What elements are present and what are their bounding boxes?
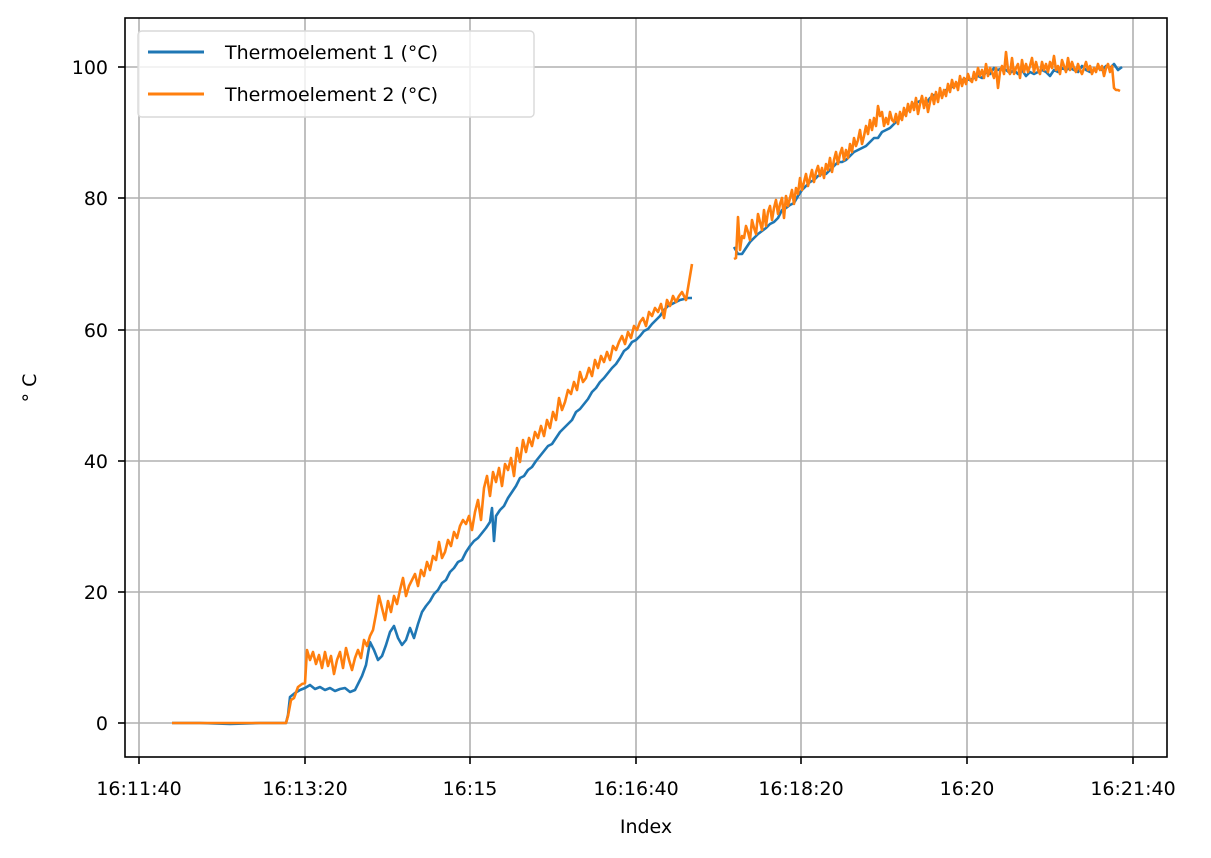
- y-tick-label: 0: [96, 713, 108, 735]
- legend: Thermoelement 1 (°C) Thermoelement 2 (°C…: [137, 30, 535, 118]
- x-axis-tick-labels: 16:11:40 16:13:20 16:15 16:16:40 16:18:2…: [96, 778, 1175, 800]
- x-axis-ticks: [138, 757, 1134, 764]
- x-tick-label: 16:20: [940, 778, 995, 800]
- x-tick-label: 16:11:40: [96, 778, 181, 800]
- y-tick-label: 60: [84, 320, 108, 342]
- y-axis-tick-labels: 0 20 40 60 80 100: [72, 57, 108, 735]
- legend-label-series-1: Thermoelement 1 (°C): [224, 42, 438, 64]
- series-thermoelement-1-line-part2: [732, 62, 1123, 256]
- x-tick-label: 16:15: [443, 778, 498, 800]
- x-tick-label: 16:18:20: [758, 778, 843, 800]
- y-axis-label: ° C: [19, 374, 41, 403]
- y-tick-label: 40: [84, 451, 108, 473]
- y-tick-label: 80: [84, 188, 108, 210]
- x-tick-label: 16:21:40: [1090, 778, 1175, 800]
- grid: [125, 18, 1167, 757]
- axes-frame: [124, 17, 1168, 758]
- series-thermoelement-1-line: [172, 296, 692, 726]
- x-tick-label: 16:13:20: [262, 778, 347, 800]
- y-axis-ticks: [118, 66, 125, 724]
- series-thermoelement-2-line: [172, 263, 694, 725]
- x-axis-label: Index: [620, 816, 672, 838]
- x-tick-label: 16:16:40: [593, 778, 678, 800]
- legend-label-series-2: Thermoelement 2 (°C): [224, 84, 438, 106]
- series-thermoelement-2-line-part2: [733, 50, 1121, 261]
- y-tick-label: 100: [72, 57, 108, 79]
- y-tick-label: 20: [84, 582, 108, 604]
